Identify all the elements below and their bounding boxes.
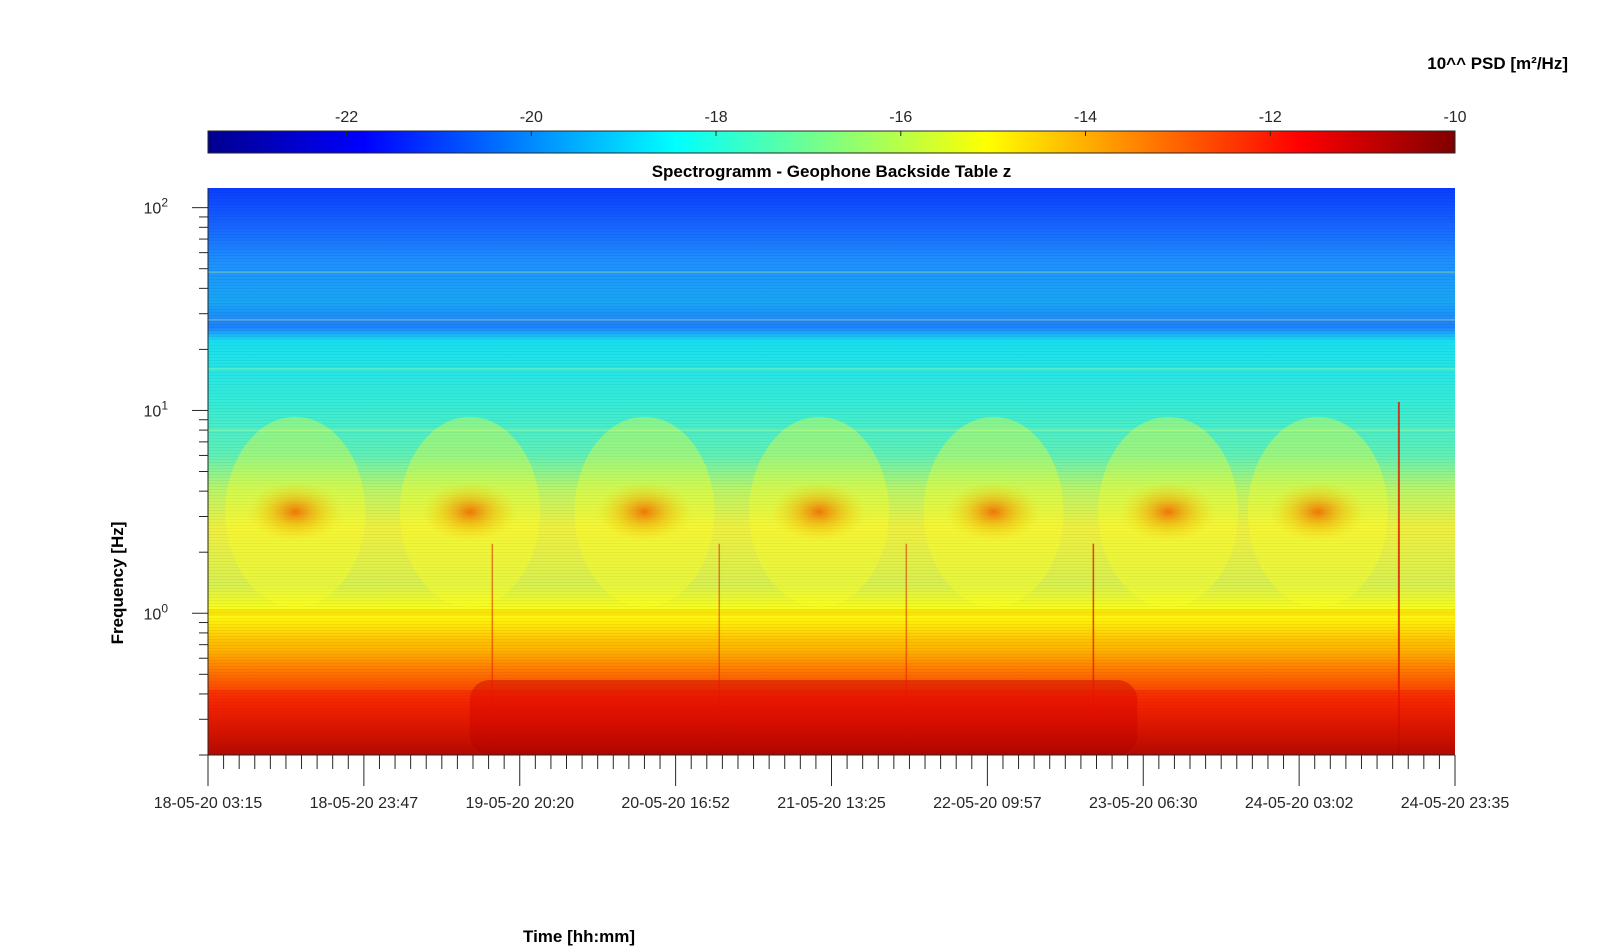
chart-title: Spectrogramm - Geophone Backside Table z bbox=[651, 162, 1012, 181]
x-tick-label: 24-05-20 23:35 bbox=[1401, 795, 1510, 812]
y-axis-label: Frequency [Hz] bbox=[108, 521, 127, 645]
y-tick-label: 101 bbox=[144, 398, 169, 420]
x-tick-label: 18-05-20 23:47 bbox=[310, 795, 419, 812]
x-tick-label: 21-05-20 13:25 bbox=[777, 795, 886, 812]
y-tick-label: 100 bbox=[144, 601, 169, 623]
x-tick-label: 23-05-20 06:30 bbox=[1089, 795, 1198, 812]
x-tick-label: 22-05-20 09:57 bbox=[933, 795, 1042, 812]
colorbar-tick-label: -16 bbox=[889, 109, 912, 126]
colorbar-tick-label: -18 bbox=[704, 109, 727, 126]
x-tick-label: 20-05-20 16:52 bbox=[621, 795, 730, 812]
colorbar-label: 10^^ PSD [m²/Hz] bbox=[1427, 54, 1568, 73]
colorbar-tick-label: -12 bbox=[1259, 109, 1282, 126]
y-tick-label: 102 bbox=[144, 196, 169, 218]
y-axis: 100 101 102 bbox=[144, 196, 208, 756]
colorbar-tick-label: -10 bbox=[1443, 109, 1466, 126]
colorbar-tick-label: -22 bbox=[335, 109, 358, 126]
x-tick-label: 18-05-20 03:15 bbox=[154, 795, 263, 812]
x-axis-label: Time [hh:mm] bbox=[523, 927, 636, 946]
x-axis: 18-05-20 03:15 18-05-20 23:47 19-05-20 20:… bbox=[154, 755, 1510, 812]
spectrogram-image bbox=[208, 188, 1455, 755]
colorbar-tick-label: -20 bbox=[520, 109, 543, 126]
colorbar bbox=[207, 130, 1456, 154]
x-tick-label: 19-05-20 20:20 bbox=[465, 795, 574, 812]
colorbar-tick-label: -14 bbox=[1074, 109, 1097, 126]
x-tick-label: 24-05-20 03:02 bbox=[1245, 795, 1354, 812]
colorbar-ticks: -22 -20 -18 -16 -14 -12 -10 bbox=[335, 109, 1467, 136]
